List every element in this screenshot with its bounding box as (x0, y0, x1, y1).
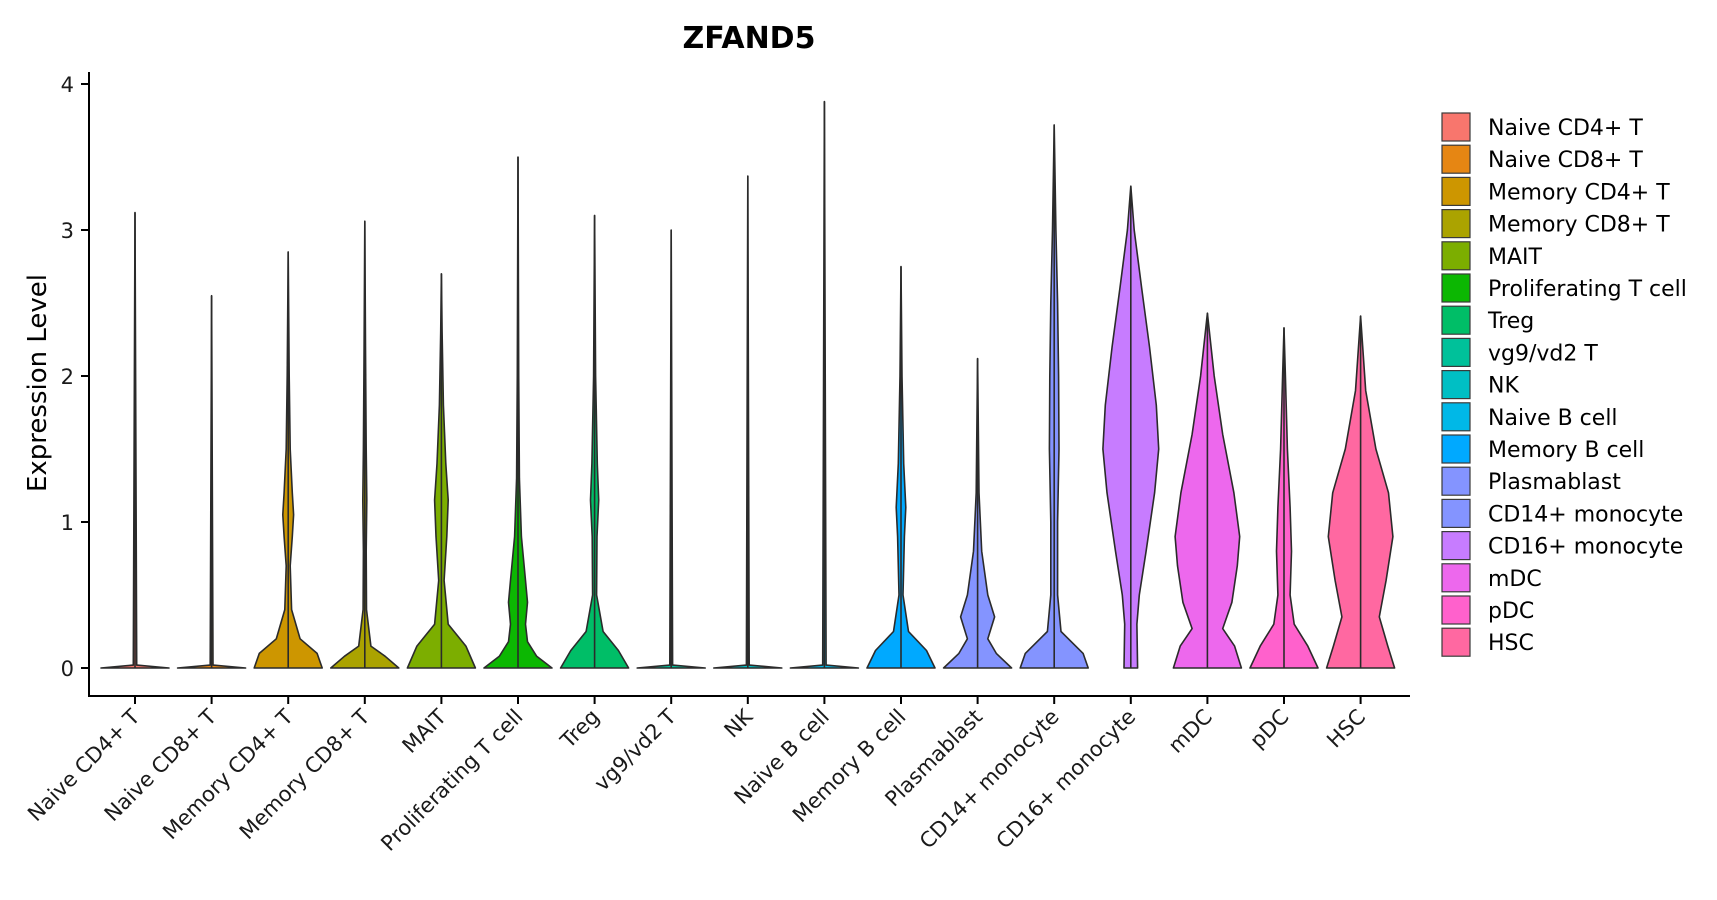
x-tick-label: CD16+ monocyte (992, 705, 1141, 854)
legend: Naive CD4+ T Naive CD8+ T Memory CD4+ T Mem… (1441, 112, 1687, 657)
legend-label: Memory CD4+ T (1488, 180, 1670, 205)
y-ticks: 0 1 2 3 4 (61, 73, 89, 681)
legend-label: pDC (1488, 599, 1534, 624)
legend-swatch (1441, 112, 1471, 142)
legend-label: mDC (1488, 567, 1542, 592)
x-tick-label: Proliferating T cell (376, 705, 527, 856)
legend-swatch (1441, 176, 1471, 206)
legend-swatch (1441, 402, 1471, 432)
legend-swatch (1441, 498, 1471, 528)
y-tick-label: 4 (61, 73, 74, 97)
legend-swatch (1441, 241, 1471, 271)
legend-swatch (1441, 466, 1471, 496)
y-axis-label: Expression Level (23, 274, 53, 492)
legend-swatch (1441, 305, 1471, 335)
legend-swatch (1441, 144, 1471, 174)
legend-swatch (1441, 370, 1471, 400)
legend-label: HSC (1488, 631, 1534, 656)
y-tick-label: 0 (61, 657, 74, 681)
plot-area (100, 100, 1396, 669)
x-tick-label: pDC (1245, 705, 1293, 753)
legend-label: CD16+ monocyte (1488, 535, 1683, 560)
x-tick-label: Memory CD4+ T (158, 704, 298, 844)
legend-swatch (1441, 530, 1471, 561)
x-tick-label: NK (720, 704, 759, 743)
legend-label: Memory B cell (1488, 438, 1644, 463)
legend-label: Naive CD8+ T (1488, 148, 1643, 173)
x-tick-label: mDC (1164, 705, 1217, 758)
legend-label: Naive CD4+ T (1488, 116, 1643, 141)
legend-swatch (1441, 563, 1471, 593)
legend-label: NK (1488, 374, 1519, 399)
x-tick-label: Memory CD8+ T (235, 704, 375, 844)
legend-swatch (1441, 434, 1471, 464)
y-tick-label: 1 (61, 511, 74, 535)
legend-label: vg9/vd2 T (1488, 341, 1598, 366)
legend-label: Naive B cell (1488, 406, 1618, 431)
legend-swatch (1441, 273, 1471, 303)
x-tick-label: HSC (1322, 705, 1370, 753)
x-tick-label: Treg (555, 705, 604, 754)
chart-title: ZFAND5 (683, 21, 816, 56)
legend-label: Proliferating T cell (1488, 277, 1687, 302)
y-tick-label: 2 (61, 365, 74, 389)
legend-swatch (1441, 595, 1471, 625)
y-tick-label: 3 (61, 219, 74, 243)
x-tick-label: CD14+ monocyte (915, 705, 1064, 854)
legend-label: Memory CD8+ T (1488, 213, 1670, 238)
x-tick-label: vg9/vd2 T (590, 704, 681, 795)
legend-label: Treg (1487, 309, 1534, 334)
legend-label: Plasmablast (1488, 470, 1621, 495)
legend-label: MAIT (1488, 245, 1543, 270)
legend-swatch (1441, 627, 1471, 657)
legend-swatch (1441, 337, 1471, 367)
legend-swatch (1441, 209, 1471, 239)
legend-label: CD14+ monocyte (1488, 502, 1683, 527)
x-tick-label: MAIT (398, 704, 452, 758)
